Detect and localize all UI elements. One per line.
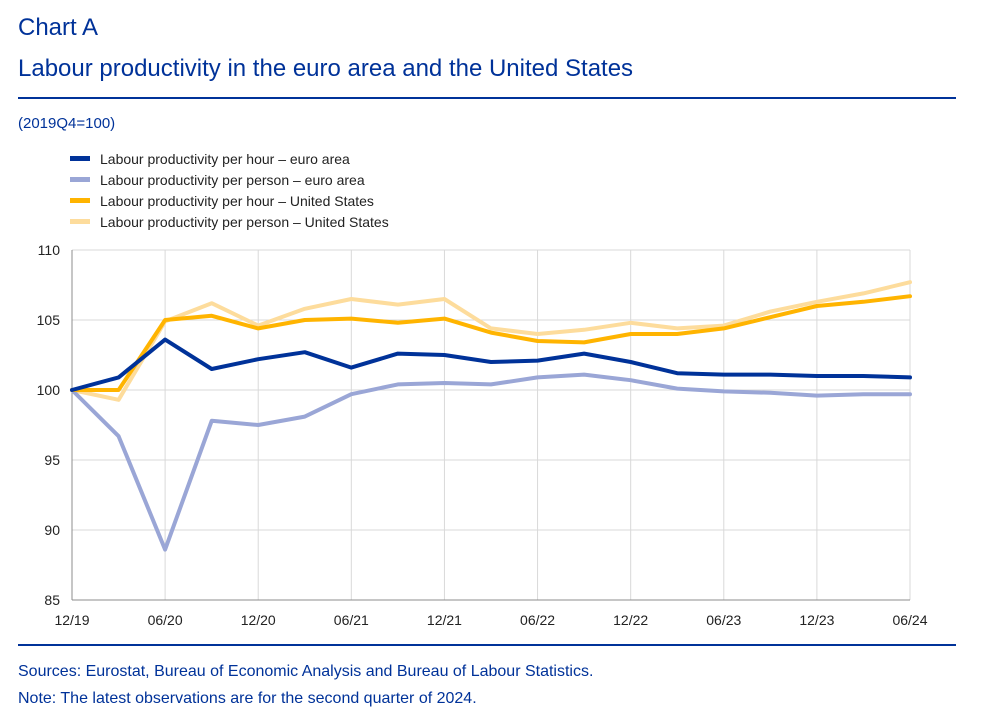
series-line-0 (70, 337, 912, 392)
legend-swatch-us-person (70, 219, 90, 224)
legend-label: Labour productivity per hour – euro area (100, 150, 350, 167)
x-tick-label: 06/20 (148, 612, 183, 628)
y-tick-label: 110 (38, 242, 61, 258)
observation-note: Note: The latest observations are for th… (18, 690, 477, 707)
x-tick-label: 12/21 (427, 612, 462, 628)
legend-label: Labour productivity per person – United … (100, 213, 389, 230)
y-tick-label: 100 (37, 382, 61, 398)
y-tick-label: 105 (37, 312, 61, 328)
y-tick-label: 90 (44, 522, 60, 538)
x-tick-label: 06/23 (706, 612, 741, 628)
legend-swatch-euro-person (70, 177, 90, 182)
x-tick-label: 12/19 (54, 612, 89, 628)
series-line-1 (70, 372, 912, 552)
legend-swatch-euro-hour (70, 156, 90, 161)
legend: Labour productivity per hour – euro area… (70, 148, 389, 232)
footer-divider (18, 644, 956, 646)
title-divider (18, 97, 956, 99)
chart-title: Labour productivity in the euro area and… (18, 55, 634, 82)
series-line-2 (70, 294, 912, 392)
series-line-3 (70, 280, 912, 402)
x-tick-label: 12/22 (613, 612, 648, 628)
x-tick-label: 06/22 (520, 612, 555, 628)
legend-item: Labour productivity per hour – euro area (70, 148, 389, 169)
chart-label: Chart A (18, 14, 99, 41)
y-tick-label: 85 (44, 592, 60, 608)
legend-item: Labour productivity per person – euro ar… (70, 169, 389, 190)
unit-label: (2019Q4=100) (18, 115, 116, 132)
legend-item: Labour productivity per hour – United St… (70, 190, 389, 211)
x-tick-label: 12/23 (799, 612, 834, 628)
legend-item: Labour productivity per person – United … (70, 211, 389, 232)
x-tick-label: 12/20 (241, 612, 276, 628)
legend-label: Labour productivity per hour – United St… (100, 192, 374, 209)
legend-label: Labour productivity per person – euro ar… (100, 171, 365, 188)
legend-swatch-us-hour (70, 198, 90, 203)
x-tick-label: 06/21 (334, 612, 369, 628)
y-tick-label: 95 (44, 452, 60, 468)
x-tick-label: 06/24 (892, 612, 927, 628)
sources-note: Sources: Eurostat, Bureau of Economic An… (18, 663, 594, 680)
